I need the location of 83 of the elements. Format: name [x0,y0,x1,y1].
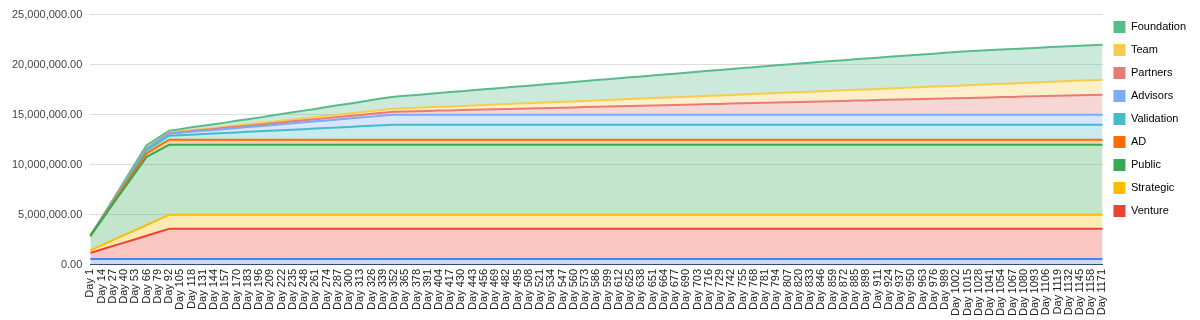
x-tick-label: Day 118 [184,268,197,310]
x-tick-label: Day 170 [229,268,242,310]
x-tick-label: Day 885 [848,268,861,310]
x-tick-label: Day 1067 [1005,268,1018,317]
x-tick-label: Day 1119 [1050,268,1063,315]
x-tick-label: Day 1 [83,268,96,298]
x-tick-label: Day 482 [499,268,512,310]
x-tick-label: Day 586 [589,268,602,310]
x-tick-label: Day 1093 [1028,268,1041,317]
legend-label: Venture [1130,204,1169,217]
x-tick-label: Day 859 [825,268,838,310]
legend-label: Advisors [1130,89,1174,102]
x-tick-label: Day 729 [713,268,726,310]
y-tick-label: 0.00 [60,257,83,270]
x-tick-label: Day 677 [668,268,681,310]
y-tick-label: 15,000,000.00 [11,107,83,120]
x-tick-label: Day 209 [263,268,276,310]
x-tick-label: Day 599 [600,268,613,310]
x-tick-label: Day 651 [645,268,658,310]
x-tick-label: Day 1171 [1095,268,1108,316]
x-tick-label: Day 248 [297,268,310,310]
x-tick-label: Day 417 [443,268,456,310]
x-tick-label: Day 53 [128,268,141,304]
x-tick-label: Day 157 [218,268,231,310]
x-tick-label: Day 638 [634,268,647,310]
x-tick-label: Day 898 [859,268,872,310]
x-tick-label: Day 573 [578,268,591,310]
x-tick-label: Day 794 [769,268,782,310]
x-tick-label: Day 547 [555,268,568,310]
legend-label: Strategic [1130,181,1175,194]
legend-label: Validation [1130,112,1179,125]
x-tick-label: Day 742 [724,268,737,310]
x-tick-label: Day 469 [488,268,501,310]
x-tick-label: Day 274 [319,268,332,310]
x-tick-label: Day 989 [938,268,951,310]
x-tick-label: Day 14 [94,268,107,304]
x-tick-label: Day 703 [690,268,703,310]
x-tick-label: Day 326 [364,268,377,310]
x-tick-label: Day 261 [308,268,321,310]
x-tick-label: Day 105 [173,268,186,310]
legend-label: Team [1130,43,1158,56]
x-tick-label: Day 495 [510,268,523,310]
x-tick-label: Day 1054 [994,268,1007,317]
x-tick-label: Day 781 [758,268,771,310]
x-tick-label: Day 950 [904,268,917,310]
legend-label: Public [1130,158,1162,171]
x-tick-label: Day 66 [139,268,152,304]
x-tick-label: Day 534 [544,268,557,310]
y-tick-label: 20,000,000.00 [11,57,83,70]
x-tick-label: Day 40 [117,268,130,304]
x-tick-label: Day 443 [465,268,478,310]
x-tick-label: Day 352 [387,268,400,310]
x-tick-label: Day 378 [409,268,422,310]
y-tick-label: 5,000,000.00 [18,207,83,220]
x-tick-label: Day 911 [870,268,883,310]
legend-label: AD [1130,135,1147,148]
x-tick-label: Day 365 [398,268,411,310]
x-tick-label: Day 807 [780,268,793,310]
x-tick-label: Day 92 [162,268,175,304]
x-tick-label: Day 1002 [949,268,962,317]
x-tick-label: Day 937 [893,268,906,310]
x-tick-label: Day 222 [274,268,287,310]
x-tick-label: Day 313 [353,268,366,310]
x-tick-label: Day 1158 [1084,268,1097,316]
x-tick-label: Day 963 [915,268,928,310]
legend-label: Partners [1130,66,1174,79]
x-tick-label: Day 1015 [960,268,973,317]
x-tick-label: Day 755 [735,268,748,310]
x-tick-label: Day 690 [679,268,692,310]
x-tick-label: Day 521 [533,268,546,310]
x-tick-label: Day 144 [207,268,220,310]
x-tick-label: Day 625 [623,268,636,310]
y-tick-label: 10,000,000.00 [11,157,83,170]
x-tick-label: Day 846 [814,268,827,310]
x-tick-label: Day 1145 [1073,268,1085,316]
y-tick-label: 25,000,000.00 [11,7,83,20]
legend-label: Foundation [1130,20,1186,33]
x-tick-label: Day 1106 [1039,268,1052,316]
x-tick-label: Day 196 [252,268,265,310]
x-tick-label: Day 833 [803,268,816,310]
x-tick-label: Day 300 [342,268,355,310]
x-tick-label: Day 430 [454,268,467,310]
x-tick-label: Day 1041 [983,268,996,317]
